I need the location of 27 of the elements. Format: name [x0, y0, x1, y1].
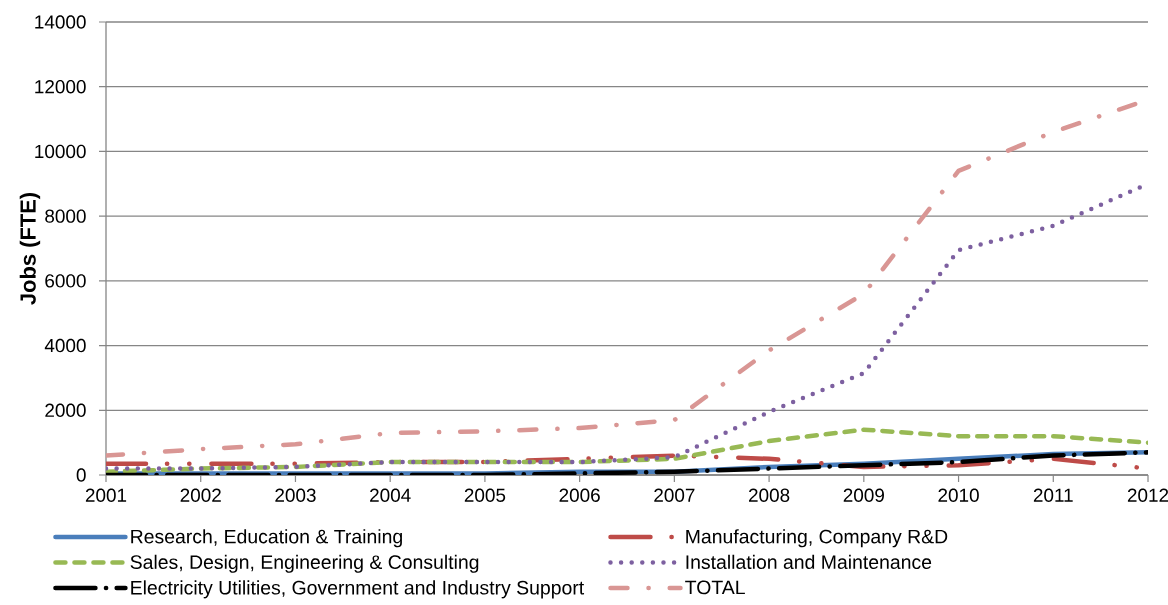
- x-tick-label: 2006: [559, 488, 600, 502]
- legend-label: Research, Education & Training: [131, 529, 402, 548]
- x-tick-label: 2002: [180, 488, 221, 502]
- y-tick-label: 10000: [35, 144, 86, 159]
- legend-label: TOTAL: [685, 580, 745, 595]
- y-tick-label: 6000: [45, 274, 86, 288]
- legend-label: Electricity Utilities, Government and Industry Support: [131, 580, 585, 599]
- y-tick-label: 0: [76, 468, 86, 482]
- y-tick-label: 2000: [45, 403, 86, 417]
- x-tick-label: 2009: [843, 488, 884, 502]
- x-tick-label: 2005: [464, 488, 506, 502]
- x-tick-label: 2008: [748, 488, 790, 502]
- x-tick-label: 2010: [938, 488, 979, 502]
- y-tick-label: 4000: [44, 338, 86, 353]
- x-tick-label: 2001: [85, 488, 127, 502]
- y-tick-label: 12000: [35, 80, 86, 94]
- y-axis-title: Jobs (FTE): [19, 192, 41, 305]
- x-tick-label: 2004: [370, 488, 411, 502]
- legend-label: Sales, Design, Engineering & Consulting: [130, 554, 479, 573]
- legend-label: Manufacturing, Company R&D: [686, 529, 948, 548]
- x-tick-label: 2012: [1127, 488, 1168, 502]
- x-tick-label: 2011: [1033, 488, 1073, 502]
- legend-label: Installation and Maintenance: [686, 554, 932, 570]
- y-tick-label: 14000: [35, 15, 86, 29]
- x-tick-label: 2003: [275, 488, 316, 502]
- y-tick-label: 8000: [45, 209, 86, 223]
- x-tick-label: 2007: [654, 488, 695, 502]
